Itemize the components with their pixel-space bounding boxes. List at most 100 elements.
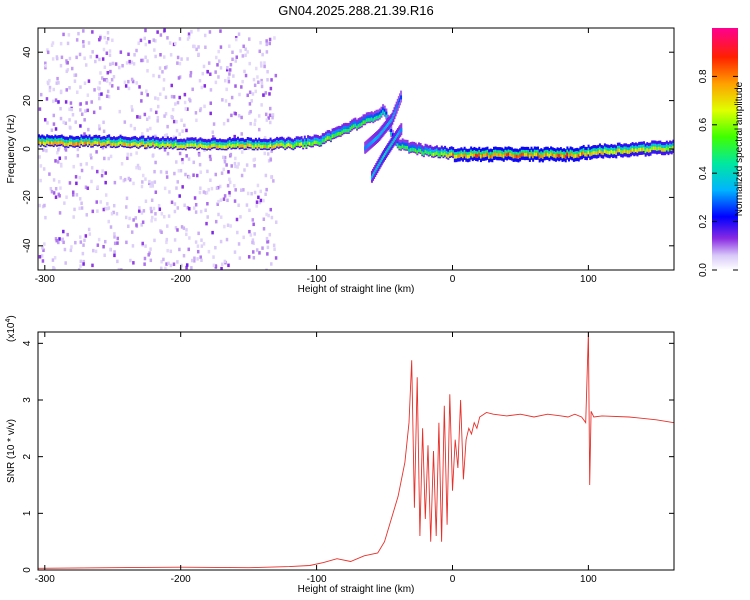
spectrogram-branch-core (390, 142, 393, 147)
spectrogram-ridge-core (171, 144, 174, 148)
spectrogram-noise-cell (90, 100, 93, 104)
spectrogram-noise-cell (151, 184, 155, 188)
spectrogram-noise-cell (122, 178, 126, 183)
spectrogram-noise-cell (80, 206, 84, 210)
spectrogram-noise-cell (212, 122, 216, 126)
spectrogram-ridge-core (103, 141, 106, 146)
spectrogram-noise-cell (138, 166, 142, 171)
spectrogram-ridge-glow (316, 138, 319, 144)
spectrogram-noise-cell (113, 180, 117, 185)
spectrogram-branch-core (381, 156, 384, 161)
spectrogram-ridge-core (509, 152, 512, 157)
spectrogram-noise-cell (183, 123, 186, 128)
spectrogram-ridge-glow (380, 109, 383, 116)
spectrogram-ridge-glow (153, 140, 156, 147)
spectrogram-noise-cell (252, 158, 256, 162)
spectrogram-noise-cell (175, 128, 179, 133)
spectrogram-ridge-core (403, 145, 406, 150)
spectrogram-ridge-core (517, 155, 520, 159)
spectrogram-ridge-glow (359, 120, 362, 126)
spectrogram-ridge-core (662, 148, 665, 152)
spectrogram-ridge-core (448, 152, 451, 157)
spectrogram-noise-cell (256, 183, 260, 188)
spectrogram-noise-cell (135, 81, 138, 85)
spectrogram-ridge-core (457, 154, 460, 158)
spectrogram-ridge-glow (60, 137, 63, 144)
spectrogram-ridge-core (501, 153, 504, 158)
spectrogram-noise-cell (195, 118, 198, 123)
spectrogram-branch-core (371, 139, 374, 144)
spectrogram-noise-cell (211, 135, 215, 139)
spectrogram-ridge-core (532, 154, 535, 159)
spectrogram-noise-cell (69, 248, 73, 253)
spectrogram-ridge-glow (250, 140, 252, 147)
spectrogram-noise-cell (52, 178, 56, 182)
spectrogram-noise-cell (182, 226, 186, 230)
spectrogram-ridge-core (506, 153, 509, 157)
spectrogram-ridge-core (181, 145, 184, 149)
spectrogram-noise-cell (54, 195, 58, 199)
spectrogram-noise-cell (220, 266, 223, 270)
spectrogram-noise-cell (260, 64, 263, 68)
spectrogram-ridge-core (566, 152, 569, 157)
spectrogram-branch-core (391, 117, 394, 122)
spectrogram-noise-cell (71, 193, 75, 197)
spectrogram-ridge-glow (439, 150, 442, 156)
spectrogram-branch-core (372, 173, 375, 178)
spectrogram-noise-cell (228, 44, 231, 48)
spectrogram-ridge-glow (315, 137, 318, 144)
spectrogram-noise-cell (181, 129, 184, 133)
spectrogram-ridge-glow (334, 130, 337, 136)
spectrogram-noise-cell (205, 221, 208, 226)
spectrogram-noise-cell (217, 199, 220, 204)
spectrogram-noise-cell (245, 163, 249, 167)
spectrogram-noise-cell (74, 175, 78, 179)
spectrogram-noise-cell (239, 215, 242, 219)
spectrogram-ridge-core (300, 142, 303, 146)
spectrogram-noise-cell (198, 190, 202, 195)
spectrogram-ridge-glow (51, 138, 54, 144)
spectrogram-noise-cell (57, 147, 60, 152)
spectrogram-noise-cell (268, 113, 272, 118)
spectrogram-noise-cell (64, 121, 68, 126)
spectrogram-ridge-core (77, 141, 80, 146)
spectrogram-branch-core (389, 144, 392, 149)
spectrogram-noise-cell (66, 61, 69, 65)
spectrogram-ridge-core (422, 152, 425, 156)
spectrogram-noise-cell (172, 95, 176, 99)
spectrogram-noise-cell (209, 88, 213, 92)
spectrogram-noise-cell (138, 209, 141, 213)
spectrogram-noise-cell (137, 41, 140, 46)
spectrogram-ridge-core (553, 153, 556, 158)
spectrogram-ridge-core (127, 143, 130, 147)
spectrogram-ridge-core (476, 154, 479, 158)
spectrogram-ridge-glow (65, 139, 68, 146)
spectrogram-noise-cell (126, 156, 129, 161)
spectrogram-ridge-glow (197, 141, 200, 148)
snr-series-line (38, 332, 674, 569)
spectrogram-ridge-glow (279, 140, 282, 146)
spectrogram-noise-cell (58, 237, 61, 241)
spectrogram-noise-cell (270, 78, 273, 82)
spectrogram-ridge-core (664, 148, 667, 152)
spectrogram-noise-cell (83, 132, 86, 136)
spectrogram-noise-cell (55, 238, 58, 243)
spectrogram-ridge-glow (285, 140, 288, 147)
spectrogram-noise-cell (70, 245, 73, 249)
spectrogram-noise-cell (150, 209, 153, 214)
spectrogram-branch-core (377, 134, 380, 139)
spectrogram-noise-cell (123, 120, 127, 124)
spectrogram-ridge-glow (49, 138, 52, 145)
spectrogram-ridge-glow (42, 138, 45, 145)
spectrogram-noise-cell (170, 114, 173, 119)
spectrogram-noise-cell (224, 78, 227, 83)
spectrogram-noise-cell (87, 79, 91, 83)
spectrogram-ridge-core (188, 143, 191, 148)
spectrogram-ridge-glow (342, 126, 345, 132)
spectrogram-ridge-glow (431, 149, 434, 156)
spectrogram-noise-cell (193, 196, 197, 200)
spectrogram-noise-cell (119, 50, 123, 54)
spectrogram-ridge-core (44, 142, 47, 146)
spectrogram-noise-cell (76, 153, 80, 158)
spectrogram-ridge-glow (404, 142, 407, 149)
